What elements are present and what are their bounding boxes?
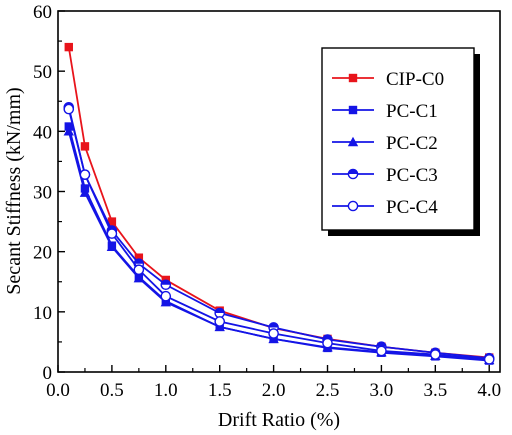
legend-marker <box>347 168 359 180</box>
ticks-layer: 0.0 0.5 1.0 1.5 2.0 2.5 3.0 3.5 4.0 0 10 20 30 40 50 60 <box>33 2 501 401</box>
legend-marker <box>347 200 359 212</box>
data-point-pc-c4 <box>106 228 118 239</box>
y-axis-label: Secant Stiffness (kN/mm) <box>3 87 25 294</box>
data-point-pc-c2 <box>106 241 118 252</box>
data-point-cip-c0 <box>64 42 73 52</box>
legend-label: PC-C1 <box>386 101 438 122</box>
x-tick-label: 0.0 <box>46 380 70 401</box>
legend-label: CIP-C0 <box>386 69 444 90</box>
y-tick-label: 0 <box>43 363 53 384</box>
data-point-pc-c2 <box>79 187 91 197</box>
legend-marker <box>348 105 358 115</box>
x-tick-label: 3.5 <box>423 380 447 401</box>
legend-marker <box>347 136 359 147</box>
x-tick-label: 0.5 <box>100 380 124 401</box>
legend-label: PC-C3 <box>386 165 438 186</box>
data-point-pc-c2 <box>160 297 172 307</box>
x-tick-label: 4.0 <box>477 380 501 401</box>
data-point-pc-c4 <box>160 290 172 302</box>
data-point-cip-c0 <box>134 253 144 262</box>
y-tick-label: 30 <box>33 183 52 204</box>
data-point-cip-c0 <box>107 217 117 226</box>
x-tick-label: 1.0 <box>154 380 178 401</box>
data-point-pc-c4 <box>133 264 145 276</box>
data-point-pc-c4 <box>322 337 333 349</box>
data-point-pc-c2 <box>133 272 145 283</box>
x-tick-label: 2.5 <box>316 380 340 401</box>
data-point-pc-c4 <box>430 349 441 360</box>
x-tick-label: 1.5 <box>208 380 232 401</box>
y-tick-label: 20 <box>33 243 52 264</box>
legend-label: PC-C4 <box>386 197 438 218</box>
legend: CIP-C0 PC-C1 PC-C2 PC-C3 PC-C4 <box>321 47 480 236</box>
legend-label: PC-C2 <box>386 133 438 154</box>
legend-entry-cip-c0: CIP-C0 <box>332 69 444 90</box>
data-point-pc-c4 <box>214 316 226 327</box>
legend-entry-pc-c1: PC-C1 <box>332 101 438 122</box>
plot-layer <box>63 42 495 365</box>
data-point-pc-c4 <box>376 345 387 357</box>
data-point-pc-c4 <box>63 103 75 115</box>
x-axis-label: Drift Ratio (%) <box>218 409 340 431</box>
data-point-pc-c4 <box>483 354 495 365</box>
y-tick-label: 60 <box>33 2 52 23</box>
legend-entry-pc-c4: PC-C4 <box>332 197 438 218</box>
legend-marker <box>348 73 358 83</box>
legend-entry-pc-c2: PC-C2 <box>332 133 438 154</box>
data-point-pc-c3 <box>214 307 226 319</box>
y-tick-label: 10 <box>33 303 52 324</box>
x-tick-label: 3.0 <box>370 380 394 401</box>
data-point-pc-c2 <box>63 126 74 136</box>
y-tick-label: 40 <box>33 122 52 143</box>
data-point-pc-c3 <box>160 279 172 291</box>
data-point-pc-c4 <box>79 169 91 180</box>
y-tick-label: 50 <box>33 62 52 83</box>
data-point-pc-c4 <box>268 328 279 339</box>
legend-entry-pc-c3: PC-C3 <box>332 165 438 186</box>
legend-box <box>321 47 475 231</box>
x-tick-label: 2.0 <box>262 380 286 401</box>
data-point-cip-c0 <box>80 142 90 151</box>
